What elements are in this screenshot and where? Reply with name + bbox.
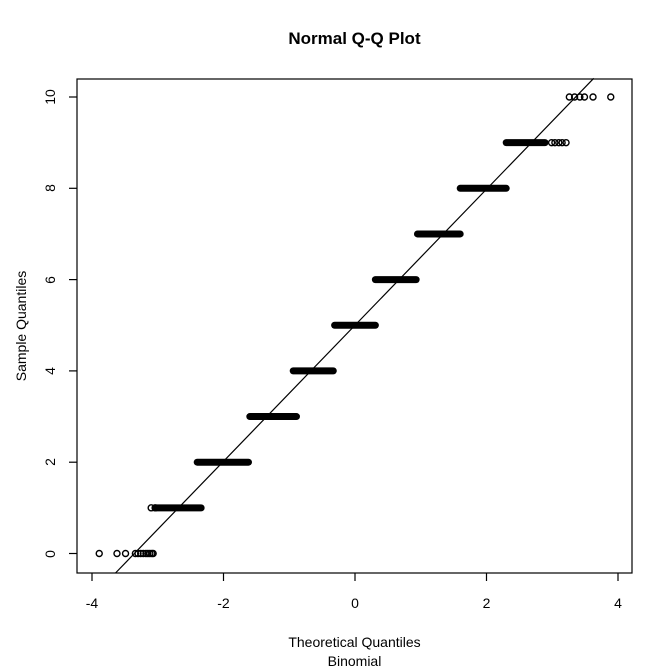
x-axis-label: Theoretical Quantiles bbox=[288, 634, 421, 650]
y-tick-label: 0 bbox=[41, 549, 58, 558]
qq-point bbox=[589, 93, 597, 101]
qq-point bbox=[555, 138, 563, 147]
qq-point bbox=[147, 504, 155, 512]
qq-point bbox=[136, 549, 145, 558]
qq-point bbox=[134, 549, 142, 558]
qq-point bbox=[580, 93, 589, 101]
x-tick-label: -4 bbox=[85, 595, 99, 611]
y-tick-label: 2 bbox=[41, 458, 58, 467]
y-tick-label: 4 bbox=[41, 366, 58, 375]
qq-point bbox=[121, 549, 130, 558]
qq-point bbox=[547, 138, 556, 147]
x-tick-label: 4 bbox=[614, 595, 622, 611]
qq-point bbox=[151, 504, 159, 512]
y-tick-label: 6 bbox=[41, 275, 58, 284]
qq-point bbox=[565, 93, 574, 101]
qq-point bbox=[95, 549, 103, 558]
qq-point bbox=[576, 93, 584, 101]
qq-point bbox=[607, 93, 615, 101]
x-tick-label: -2 bbox=[217, 595, 230, 611]
y-tick-label: 10 bbox=[41, 89, 58, 105]
qq-point bbox=[131, 549, 140, 558]
x-axis-sublabel: Binomial bbox=[327, 653, 382, 669]
qq-point bbox=[558, 138, 566, 147]
x-tick-label: 0 bbox=[351, 595, 359, 611]
qq-point bbox=[149, 549, 157, 558]
qq-point bbox=[562, 138, 570, 147]
qq-point bbox=[551, 138, 559, 147]
x-tick-label: 2 bbox=[482, 595, 491, 611]
qq-point bbox=[113, 549, 121, 558]
qq-point bbox=[570, 93, 579, 101]
y-tick-label: 8 bbox=[41, 184, 58, 193]
chart-title: Normal Q-Q Plot bbox=[288, 29, 421, 48]
